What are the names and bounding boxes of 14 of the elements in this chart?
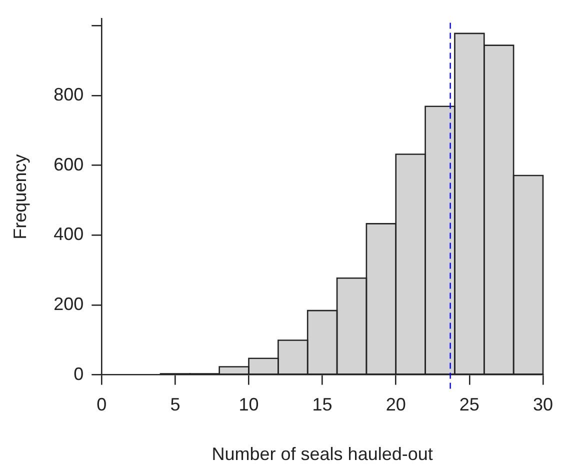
x-tick-label: 30: [532, 394, 554, 415]
y-axis-title: Frequency: [10, 154, 30, 240]
x-tick-label: 5: [170, 394, 180, 415]
y-tick-label: 0: [74, 364, 84, 384]
y-tick-label: 400: [54, 224, 84, 244]
y-tick-label: 800: [54, 84, 84, 105]
x-tick-label: 20: [386, 394, 406, 415]
x-tick-label: 15: [312, 394, 332, 415]
y-tick-label: 200: [54, 294, 84, 314]
x-tick-label: 0: [96, 394, 107, 415]
x-tick-label: 10: [238, 394, 259, 415]
y-tick-label: 600: [54, 154, 84, 174]
x-tick-label: 25: [459, 394, 480, 415]
x-axis-title: Number of seals hauled-out: [212, 444, 433, 464]
